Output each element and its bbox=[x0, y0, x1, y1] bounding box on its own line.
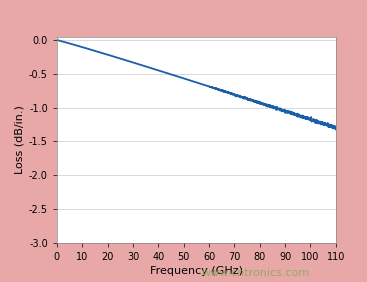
X-axis label: Frequency (GHz): Frequency (GHz) bbox=[150, 266, 243, 276]
Y-axis label: Loss (dB/in.): Loss (dB/in.) bbox=[15, 105, 25, 174]
Text: www.cntronics.com: www.cntronics.com bbox=[202, 268, 310, 278]
